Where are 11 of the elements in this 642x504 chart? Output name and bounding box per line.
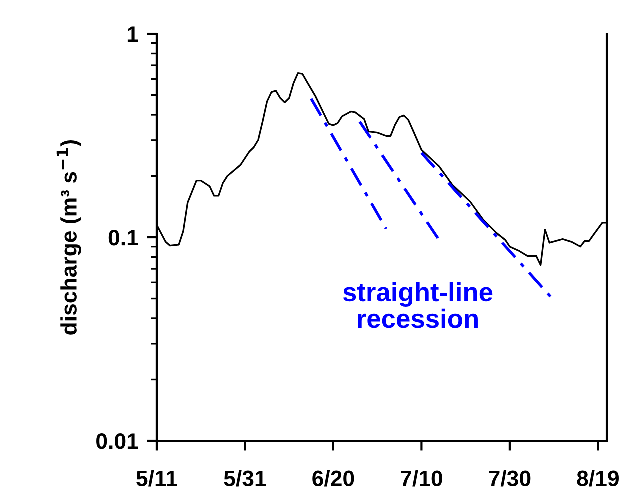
annotation: straight-line recession <box>343 282 493 328</box>
y-tick-label: 0.01 <box>96 434 138 450</box>
y-tick-label: 0.1 <box>108 230 138 246</box>
x-tick-label: 5/11 <box>136 470 178 487</box>
x-tick-label: 6/20 <box>312 470 354 487</box>
x-tick-label: 7/30 <box>489 470 531 487</box>
y-axis-title: discharge (m³ s$^{−1}$) <box>56 140 82 335</box>
y-tick-label: 1 <box>128 26 138 42</box>
x-tick-label: 7/10 <box>401 470 442 487</box>
x-tick-label: 8/19 <box>577 470 619 487</box>
x-tick-label: 5/31 <box>224 470 266 487</box>
